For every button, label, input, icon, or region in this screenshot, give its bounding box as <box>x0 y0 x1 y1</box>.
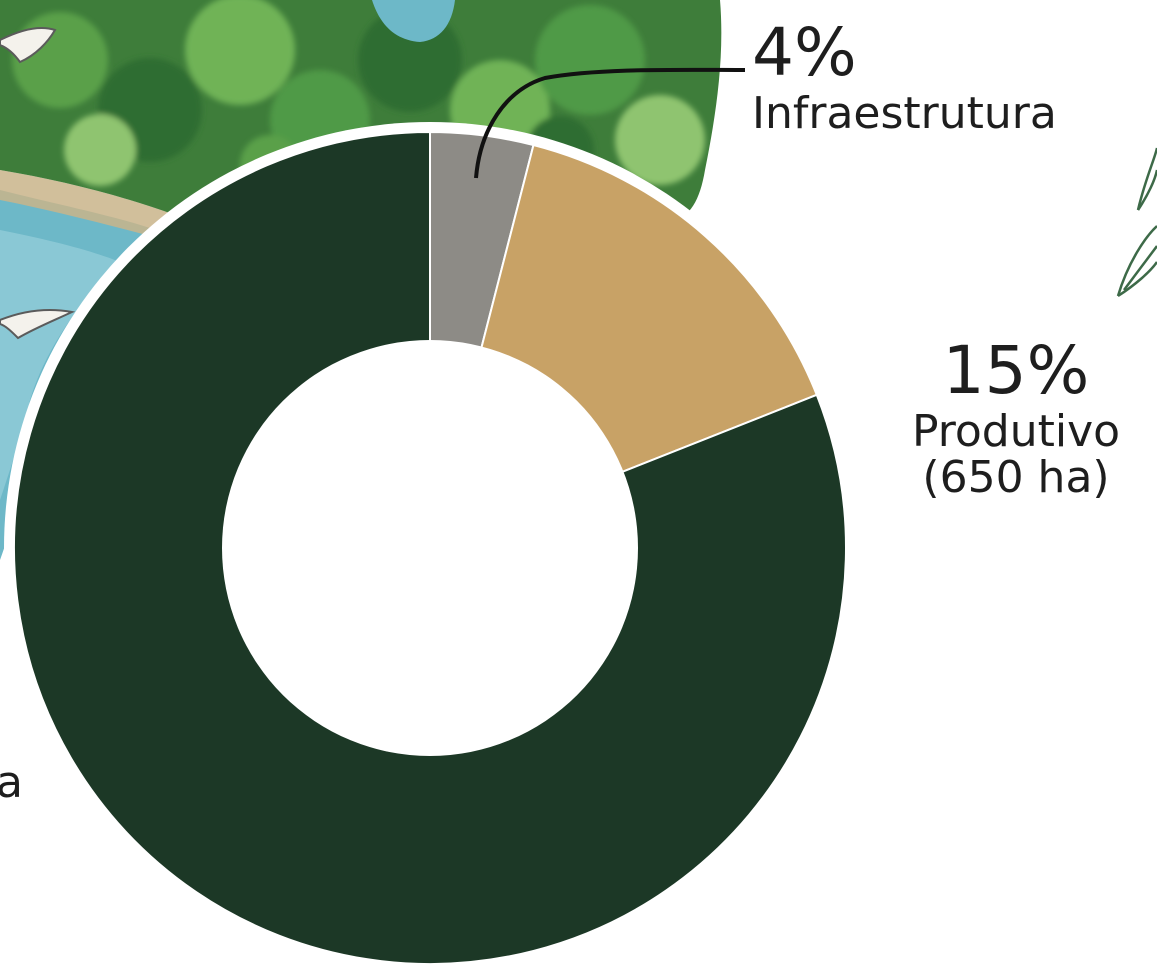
river-highlight <box>0 230 120 500</box>
bird-icon <box>0 309 76 340</box>
forest-pond <box>372 0 455 42</box>
leaf-sketch-icon <box>1116 147 1157 298</box>
slice-value-label: 4% <box>752 14 857 91</box>
slice-value-label: 15% <box>942 332 1090 409</box>
slice-name-label: Produtivo <box>911 406 1121 458</box>
slice-label-produtivo: 15% Produtivo (650 ha) <box>886 336 1146 502</box>
slice-sub-label: (650 ha) <box>922 452 1110 504</box>
slice-label-infraestrutura: 4% Infraestrutura <box>752 18 1057 137</box>
shore-line <box>0 170 300 240</box>
leader-line <box>474 67 746 179</box>
slice-label-cut-off: a <box>0 757 23 808</box>
donut-hole <box>222 340 638 756</box>
bird-icon <box>0 27 57 64</box>
slice-name-label: Infraestrutura <box>752 88 1057 140</box>
